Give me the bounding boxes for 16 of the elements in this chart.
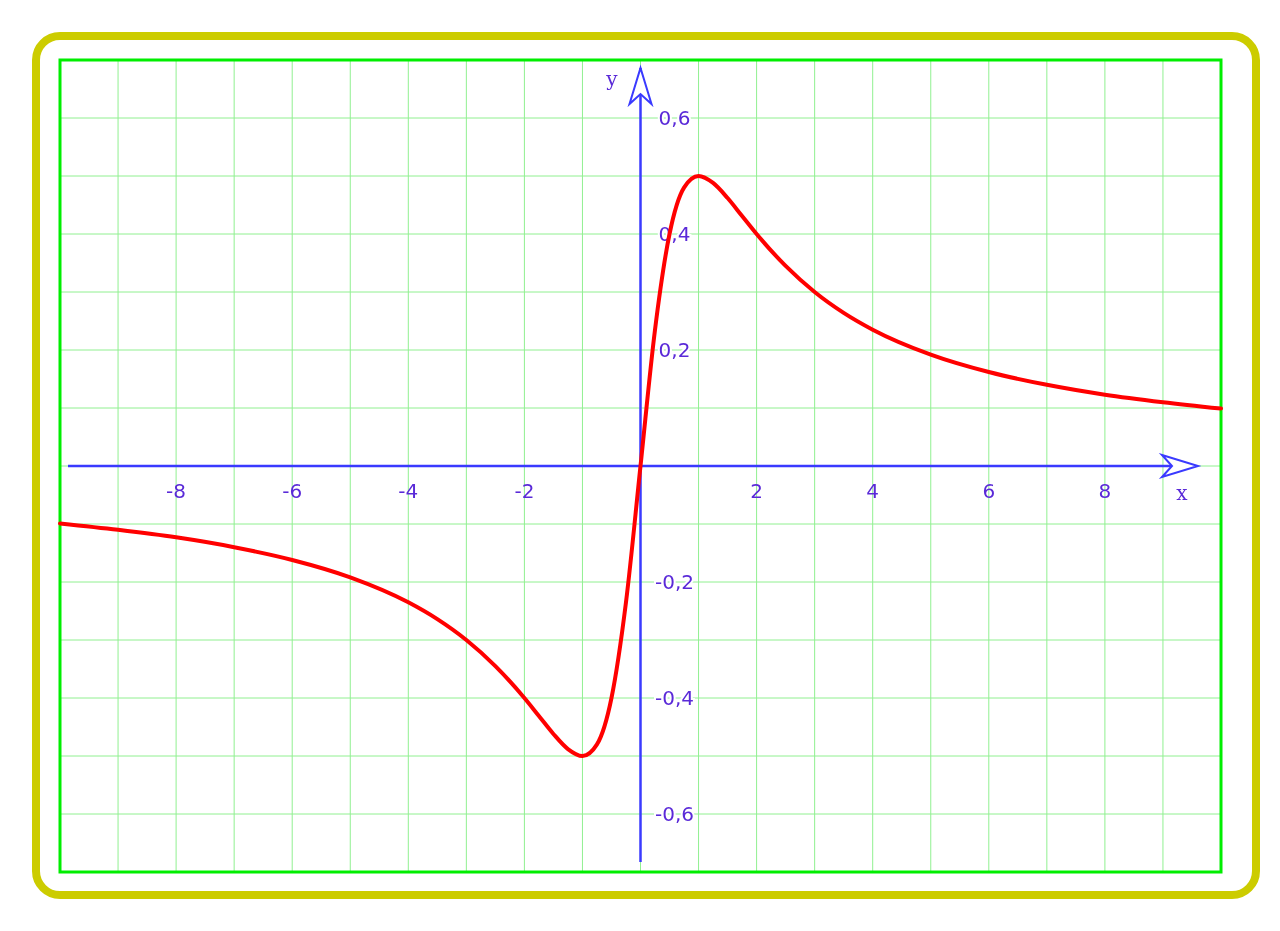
y-tick-label: 0,6 [658,106,691,130]
y-tick-label: -0,4 [654,686,695,710]
x-tick-label: -2 [514,479,535,503]
x-tick-label: 8 [1098,479,1112,503]
x-tick-label: -6 [282,479,303,503]
line-series [58,174,1223,758]
x-tick-label: -4 [398,479,419,503]
y-tick-label: -0,6 [654,802,695,826]
x-axis-title: x [1176,481,1189,505]
x-tick-label: 6 [982,479,996,503]
y-tick-label: 0,2 [658,338,691,362]
y-tick-label: -0,2 [654,570,695,594]
x-tick-label: 2 [750,479,763,503]
y-axis-title: y [605,67,619,91]
x-tick-label: 4 [866,479,880,503]
x-tick-label: -8 [166,479,187,503]
